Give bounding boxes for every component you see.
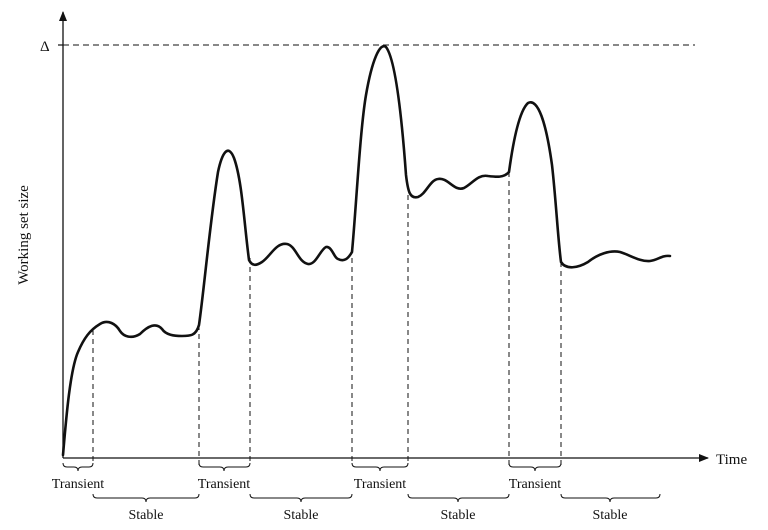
transient-brackets [62,462,562,472]
transient-label: Transient [198,477,250,492]
stable-label: Stable [441,508,476,523]
stable-bracket [560,493,661,503]
transient-label: Transient [52,477,104,492]
stable-label: Stable [284,508,319,523]
stable-label: Stable [593,508,628,523]
transient-label: Transient [354,477,406,492]
y-axis-label: Working set size [16,185,32,285]
transient-bracket [62,462,94,472]
stable-brackets [92,493,661,503]
transient-bracket [508,462,562,472]
x-axis-label: Time [716,452,747,468]
transient-label: Transient [509,477,561,492]
working-set-curve [61,44,672,457]
transient-bracket [198,462,251,472]
delta-label: Δ [40,39,50,55]
transient-bracket [351,462,409,472]
stable-label: Stable [129,508,164,523]
stable-bracket [92,493,200,503]
stable-bracket [249,493,353,503]
phase-boundaries [92,172,562,465]
stable-bracket [407,493,510,503]
